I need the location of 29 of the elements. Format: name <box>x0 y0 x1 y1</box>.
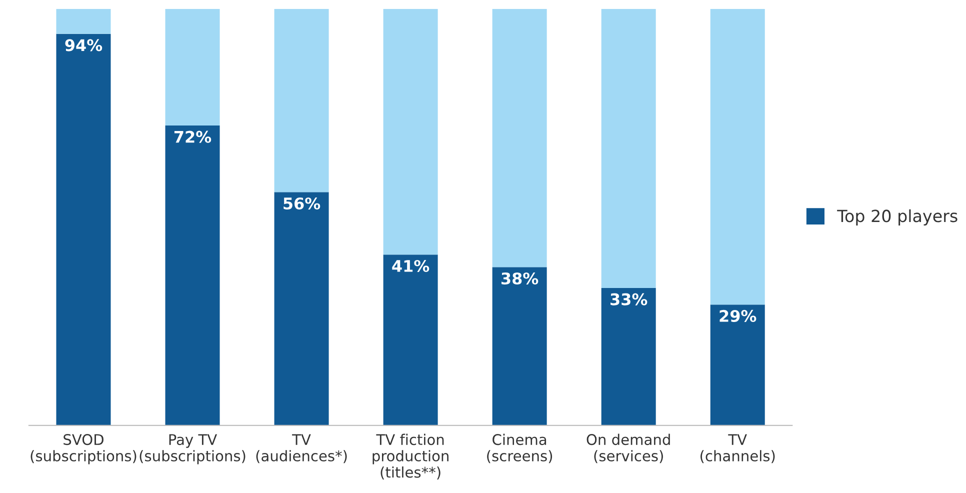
data-label: 33% <box>610 293 648 306</box>
data-label: 56% <box>284 197 320 210</box>
bar <box>601 288 656 426</box>
x-tick-label: Cinema (screens) <box>487 434 552 464</box>
bar <box>710 304 765 426</box>
bar <box>165 126 220 426</box>
bar <box>492 8 547 268</box>
bar <box>56 8 111 34</box>
data-label: 94% <box>65 39 102 52</box>
bar <box>601 8 656 288</box>
bar <box>165 8 220 126</box>
bar <box>274 192 329 426</box>
x-tick-label: On demand (services) <box>586 434 670 464</box>
data-label: 29% <box>720 310 756 322</box>
bar <box>274 8 329 192</box>
data-label: 72% <box>174 130 212 143</box>
x-tick-label: TV fiction production (titles**) <box>372 434 448 480</box>
legend-label: Top 20 players <box>837 209 958 226</box>
x-tick-label: TV (channels) <box>700 434 775 464</box>
bar <box>56 34 111 426</box>
bar <box>492 267 547 426</box>
bar <box>710 8 765 305</box>
x-tick-label: TV (audiences*) <box>256 434 347 464</box>
data-label: 41% <box>392 260 430 272</box>
bar <box>383 8 438 255</box>
bar <box>383 254 438 426</box>
x-tick-label: Pay TV (subscriptions) <box>140 434 246 464</box>
x-tick-label: SVOD (subscriptions) <box>30 434 136 464</box>
data-label: 38% <box>502 272 538 285</box>
